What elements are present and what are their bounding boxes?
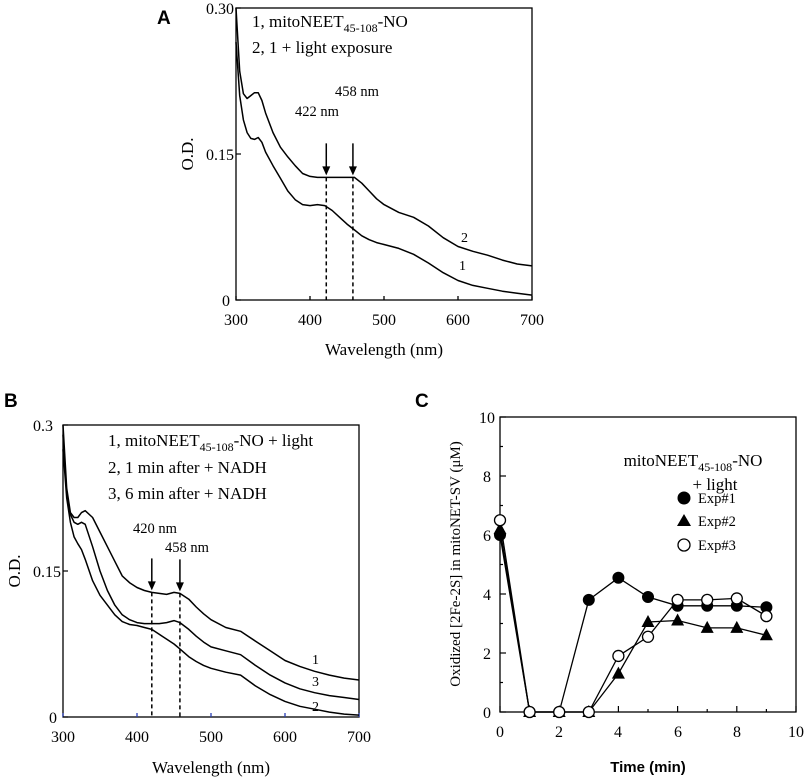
chart-c-series-1-point-6 (671, 613, 685, 626)
chart-c-xtick-6: 6 (674, 724, 682, 741)
chart-b-xtick-500: 500 (199, 729, 223, 746)
chart-c-series-2-point-3 (582, 705, 595, 719)
chart-b-curve-label-3: 3 (312, 675, 319, 690)
chart-c-series-2-point-1 (523, 705, 536, 719)
chart-c-series-1-point-9 (759, 628, 773, 641)
chart-c-note-line-1: mitoNEET45-108-NO (624, 451, 763, 474)
chart-a-legend-2: 2, 1 + light exposure (252, 38, 392, 57)
chart-c-series-0-point-4 (612, 571, 625, 584)
chart-c-ytick-10: 10 (479, 410, 495, 427)
chart-b-arrow-head-420 (147, 581, 156, 591)
panel-letter-b: B (4, 391, 18, 412)
chart-b-legend-3: 3, 6 min after + NADH (108, 484, 267, 503)
chart-c-ylabel: Oxidized [2Fe-2S] in mitoNET-SV (μM) (448, 441, 464, 687)
chart-b-series-2-line (62, 449, 360, 716)
chart-b-xtick-300: 300 (51, 729, 75, 746)
chart-c-legend-marker-exp2 (677, 514, 691, 526)
chart-c-series-2-point-4 (612, 649, 625, 663)
chart-a-ytick-0: 0 (222, 293, 230, 310)
chart-a-series-2-line (235, 7, 533, 267)
chart-b-series-1-line (62, 424, 360, 681)
chart-b-xtick-700: 700 (347, 729, 371, 746)
chart-c-series-1-point-4 (611, 666, 625, 679)
chart-a-xtick-700: 700 (520, 312, 544, 329)
chart-b-annotation-420: 420 nm (133, 521, 178, 537)
chart-c-xtick-10: 10 (788, 724, 804, 741)
chart-c-series-0-point-5 (642, 590, 654, 603)
chart-a-xlabel: Wavelength (nm) (325, 340, 443, 359)
chart-a-annotation-422: 422 nm (295, 104, 340, 120)
chart-a-ytick-0.15: 0.15 (206, 147, 234, 164)
chart-c-legend-exp2: Exp#2 (698, 514, 736, 530)
chart-c-series-2-line (499, 520, 767, 713)
chart-c-legend-exp3: Exp#3 (698, 538, 736, 554)
chart-c-series-2-point-6 (671, 593, 684, 607)
chart-a-xtick-400: 400 (298, 312, 322, 329)
chart-a-ytick-0.30: 0.30 (206, 1, 234, 18)
chart-a-arrow-head-422 (322, 166, 331, 176)
chart-b-legend-2: 2, 1 min after + NADH (108, 458, 267, 477)
chart-c-xtick-8: 8 (733, 724, 741, 741)
chart-c-series-2-point-0 (493, 514, 507, 527)
chart-b-arrow-head-458 (175, 582, 184, 592)
chart-c-series-0-point-3 (582, 593, 595, 606)
chart-c-series-2-point-5 (641, 630, 655, 643)
chart-c-series-2-point-2 (553, 705, 566, 719)
chart-b-xtick-400: 400 (125, 729, 149, 746)
chart-b-curve-label-2: 2 (312, 700, 319, 715)
chart-b-series-3-line (62, 434, 360, 701)
chart-c-ytick-8: 8 (483, 469, 491, 486)
chart-b-curve-label-1: 1 (312, 653, 319, 668)
chart-c-legend-marker-exp1 (677, 491, 691, 505)
chart-c-ytick-0: 0 (483, 705, 491, 722)
chart-c-series-1-line (499, 528, 767, 713)
chart-c-xlabel: Time (min) (610, 759, 686, 776)
chart-b-annotation-458: 458 nm (165, 540, 210, 556)
chart-b-ytick-0.3: 0.3 (33, 418, 53, 435)
chart-c: 10 8 6 4 2 0 0 2 4 6 8 10 Time (min) Oxi… (448, 410, 804, 776)
chart-a-ylabel: O.D. (178, 137, 197, 170)
chart-a-arrow-head-458 (348, 166, 357, 176)
chart-c-xtick-2: 2 (555, 724, 563, 741)
chart-c-xtick-4: 4 (614, 724, 622, 741)
chart-a-curve-label-2: 2 (461, 231, 468, 246)
panel-letter-c: C (415, 391, 429, 412)
chart-a-curve-label-1: 1 (459, 259, 466, 274)
chart-b: 0.3 0.15 0 300 400 500 600 700 Wavelengt… (5, 418, 371, 777)
chart-c-series-1-point-0 (493, 522, 507, 535)
chart-c-ytick-6: 6 (483, 528, 491, 545)
chart-c-series-1-point-7 (700, 620, 714, 633)
chart-a: 0.30 0.15 0 300 400 500 600 700 Waveleng… (178, 1, 544, 359)
chart-c-series-1-point-5 (641, 615, 655, 628)
chart-a-xtick-300: 300 (224, 312, 248, 329)
chart-c-legend-marker-exp3 (677, 538, 691, 552)
chart-b-ylabel: O.D. (5, 554, 24, 587)
chart-c-series-2-point-9 (760, 609, 773, 623)
chart-b-legend-1: 1, mitoNEET45-108-NO + light (108, 431, 313, 454)
chart-c-series-1-point-8 (730, 620, 744, 633)
chart-c-ytick-2: 2 (483, 646, 491, 663)
chart-c-legend-exp1: Exp#1 (698, 491, 736, 507)
chart-c-series-0-line (499, 534, 767, 713)
chart-c-note-line-2: + light (692, 475, 737, 494)
chart-a-legend-1: 1, mitoNEET45-108-NO (252, 12, 408, 35)
chart-b-xtick-600: 600 (273, 729, 297, 746)
chart-c-xtick-0: 0 (496, 724, 504, 741)
chart-b-ytick-0.15: 0.15 (33, 564, 61, 581)
chart-a-xtick-500: 500 (372, 312, 396, 329)
chart-a-xtick-600: 600 (446, 312, 470, 329)
chart-a-annotation-458: 458 nm (335, 84, 380, 100)
chart-c-series-2-point-8 (730, 592, 743, 605)
chart-a-series-1-line (235, 42, 533, 296)
chart-c-ytick-4: 4 (483, 587, 491, 604)
chart-b-ytick-0: 0 (49, 710, 57, 727)
panel-letter-a: A (157, 8, 171, 29)
chart-c-series-2-point-7 (701, 593, 714, 607)
chart-b-xlabel: Wavelength (nm) (152, 758, 270, 777)
